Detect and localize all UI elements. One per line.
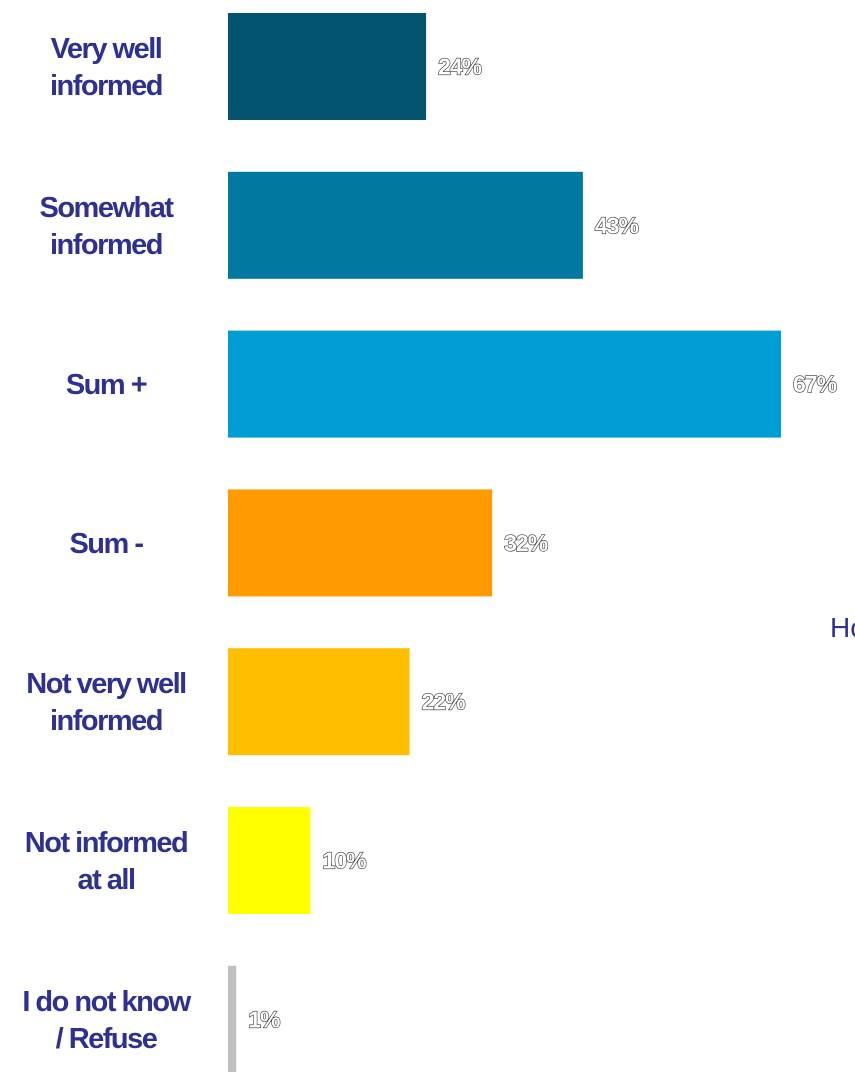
bar <box>228 807 311 914</box>
bar <box>228 489 493 597</box>
value-label: 10% <box>323 848 367 874</box>
category-label: Not very well informed <box>26 668 185 737</box>
bar <box>228 330 781 438</box>
value-label: 1% <box>248 1006 280 1032</box>
category-label: Not informed at all <box>25 827 187 896</box>
cropped-text: Ho <box>830 612 855 643</box>
bar <box>228 965 237 1072</box>
category-label: Sum - <box>69 528 143 560</box>
value-label: 24% <box>438 54 482 80</box>
bar <box>228 171 583 279</box>
value-label: 32% <box>504 530 548 556</box>
value-label: 67% <box>793 371 837 397</box>
category-label: Very well informed <box>50 33 162 102</box>
value-label: 22% <box>422 689 466 715</box>
category-label: Somewhat informed <box>39 192 174 261</box>
category-label: Sum + <box>66 369 147 401</box>
value-label: 43% <box>595 212 639 238</box>
bar <box>228 648 410 756</box>
category-label: I do not know / Refuse <box>22 986 191 1055</box>
bar <box>228 13 427 120</box>
